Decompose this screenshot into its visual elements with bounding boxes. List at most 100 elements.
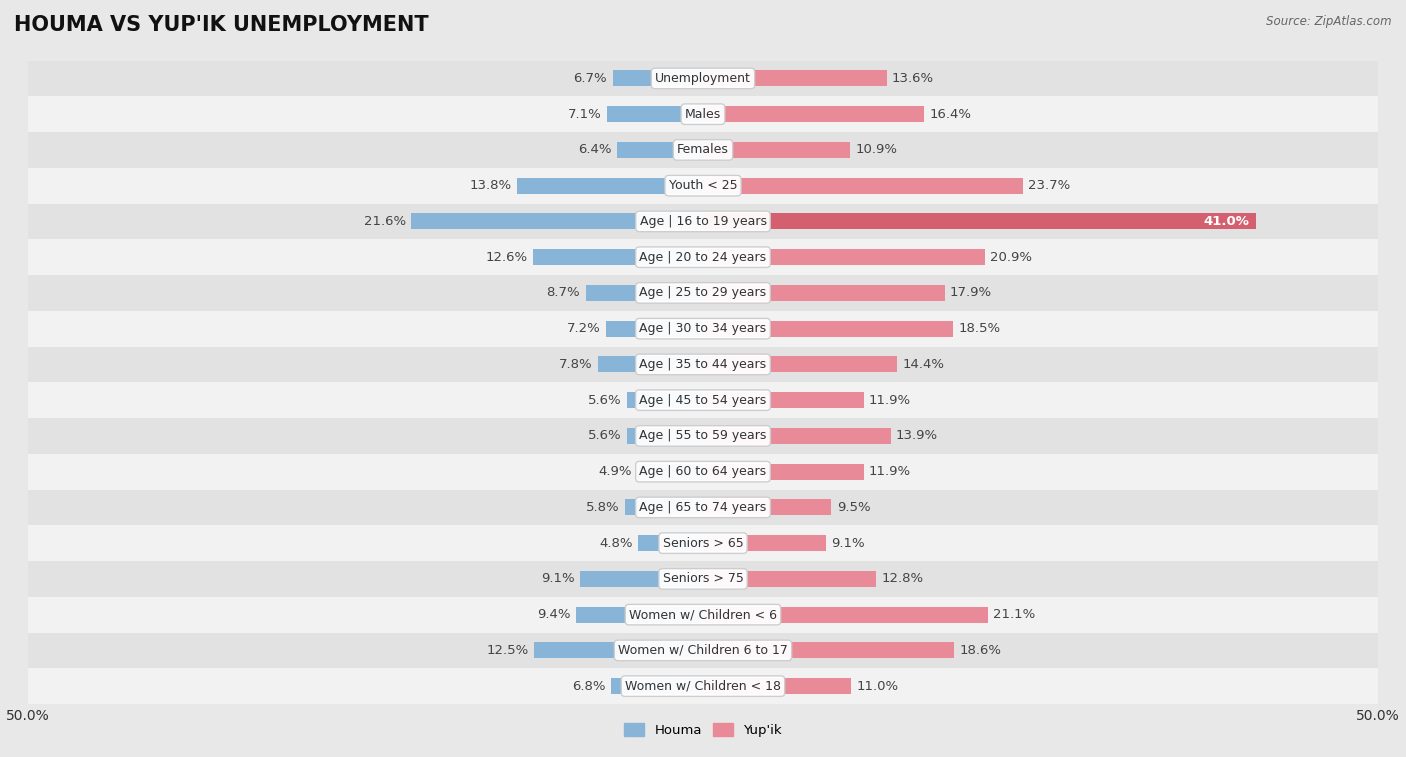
Bar [28, 204, 1378, 239]
Text: Youth < 25: Youth < 25 [669, 179, 737, 192]
Bar [703, 643, 955, 659]
Bar [28, 347, 1378, 382]
Bar [703, 535, 825, 551]
Text: 12.8%: 12.8% [882, 572, 924, 585]
Bar [703, 392, 863, 408]
Text: 5.8%: 5.8% [586, 501, 619, 514]
Text: 21.6%: 21.6% [364, 215, 406, 228]
Bar [612, 678, 703, 694]
Text: HOUMA VS YUP'IK UNEMPLOYMENT: HOUMA VS YUP'IK UNEMPLOYMENT [14, 15, 429, 35]
Text: 16.4%: 16.4% [929, 107, 972, 120]
Bar [637, 463, 703, 480]
Text: Age | 16 to 19 years: Age | 16 to 19 years [640, 215, 766, 228]
Bar [703, 500, 831, 516]
Text: 8.7%: 8.7% [547, 286, 581, 300]
Bar [703, 321, 953, 337]
Bar [598, 357, 703, 372]
Bar [28, 132, 1378, 168]
Bar [638, 535, 703, 551]
Bar [703, 357, 897, 372]
Text: Age | 20 to 24 years: Age | 20 to 24 years [640, 251, 766, 263]
Text: 21.1%: 21.1% [993, 608, 1035, 621]
Text: Age | 30 to 34 years: Age | 30 to 34 years [640, 322, 766, 335]
Bar [28, 525, 1378, 561]
Text: Seniors > 65: Seniors > 65 [662, 537, 744, 550]
Legend: Houma, Yup'ik: Houma, Yup'ik [619, 718, 787, 743]
Text: 13.9%: 13.9% [896, 429, 938, 442]
Text: Unemployment: Unemployment [655, 72, 751, 85]
Bar [28, 453, 1378, 490]
Bar [28, 382, 1378, 418]
Text: 7.2%: 7.2% [567, 322, 600, 335]
Text: Source: ZipAtlas.com: Source: ZipAtlas.com [1267, 15, 1392, 28]
Text: Females: Females [678, 143, 728, 157]
Bar [607, 106, 703, 122]
Bar [28, 561, 1378, 597]
Bar [28, 61, 1378, 96]
Bar [28, 275, 1378, 311]
Bar [28, 239, 1378, 275]
Text: 11.0%: 11.0% [856, 680, 898, 693]
Text: 4.9%: 4.9% [598, 465, 631, 478]
Text: Age | 55 to 59 years: Age | 55 to 59 years [640, 429, 766, 442]
Bar [517, 178, 703, 194]
Text: 5.6%: 5.6% [588, 394, 621, 407]
Bar [412, 213, 703, 229]
Bar [28, 418, 1378, 453]
Text: 20.9%: 20.9% [990, 251, 1032, 263]
Bar [703, 463, 863, 480]
Text: 7.1%: 7.1% [568, 107, 602, 120]
Bar [534, 643, 703, 659]
Bar [28, 168, 1378, 204]
Text: 12.5%: 12.5% [486, 644, 529, 657]
Bar [585, 285, 703, 301]
Text: Age | 25 to 29 years: Age | 25 to 29 years [640, 286, 766, 300]
Bar [703, 178, 1024, 194]
Text: 5.6%: 5.6% [588, 429, 621, 442]
Bar [703, 106, 924, 122]
Bar [703, 428, 890, 444]
Text: 18.5%: 18.5% [957, 322, 1000, 335]
Text: Age | 65 to 74 years: Age | 65 to 74 years [640, 501, 766, 514]
Text: Age | 35 to 44 years: Age | 35 to 44 years [640, 358, 766, 371]
Text: Women w/ Children < 18: Women w/ Children < 18 [626, 680, 780, 693]
Text: 9.1%: 9.1% [831, 537, 865, 550]
Bar [613, 70, 703, 86]
Bar [627, 428, 703, 444]
Text: 7.8%: 7.8% [558, 358, 592, 371]
Bar [576, 606, 703, 623]
Bar [703, 285, 945, 301]
Bar [703, 213, 1257, 229]
Text: Seniors > 75: Seniors > 75 [662, 572, 744, 585]
Bar [28, 668, 1378, 704]
Text: 17.9%: 17.9% [950, 286, 993, 300]
Bar [703, 606, 988, 623]
Text: 6.7%: 6.7% [574, 72, 607, 85]
Bar [624, 500, 703, 516]
Text: 23.7%: 23.7% [1028, 179, 1070, 192]
Bar [703, 249, 986, 265]
Bar [28, 311, 1378, 347]
Bar [533, 249, 703, 265]
Bar [581, 571, 703, 587]
Text: 9.5%: 9.5% [837, 501, 870, 514]
Text: Women w/ Children < 6: Women w/ Children < 6 [628, 608, 778, 621]
Text: Age | 45 to 54 years: Age | 45 to 54 years [640, 394, 766, 407]
Bar [703, 678, 852, 694]
Bar [28, 597, 1378, 633]
Text: 9.4%: 9.4% [537, 608, 571, 621]
Text: 11.9%: 11.9% [869, 465, 911, 478]
Text: 6.4%: 6.4% [578, 143, 612, 157]
Bar [606, 321, 703, 337]
Text: Women w/ Children 6 to 17: Women w/ Children 6 to 17 [619, 644, 787, 657]
Bar [703, 70, 887, 86]
Text: 14.4%: 14.4% [903, 358, 945, 371]
Text: 11.9%: 11.9% [869, 394, 911, 407]
Bar [28, 633, 1378, 668]
Bar [703, 571, 876, 587]
Bar [617, 142, 703, 158]
Bar [28, 490, 1378, 525]
Bar [703, 142, 851, 158]
Text: Age | 60 to 64 years: Age | 60 to 64 years [640, 465, 766, 478]
Text: 41.0%: 41.0% [1204, 215, 1250, 228]
